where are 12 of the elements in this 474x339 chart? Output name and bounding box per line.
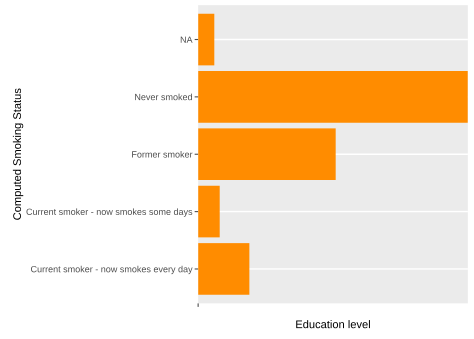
bar	[198, 14, 214, 66]
x-axis-title: Education level	[296, 320, 370, 328]
y-tick-label: Never smoked	[135, 94, 192, 100]
bar	[198, 186, 220, 238]
y-tick-label: Current smoker - now smokes some days	[26, 208, 192, 217]
y-tick-label: Current smoker - now smokes every day	[30, 266, 193, 274]
bar	[198, 128, 336, 180]
y-tick-label: NA	[180, 36, 193, 43]
bar	[198, 71, 468, 123]
y-tick-label: Former smoker	[132, 150, 192, 158]
y-axis-title: Computed Smoking Status	[12, 88, 24, 220]
bar	[198, 243, 250, 295]
